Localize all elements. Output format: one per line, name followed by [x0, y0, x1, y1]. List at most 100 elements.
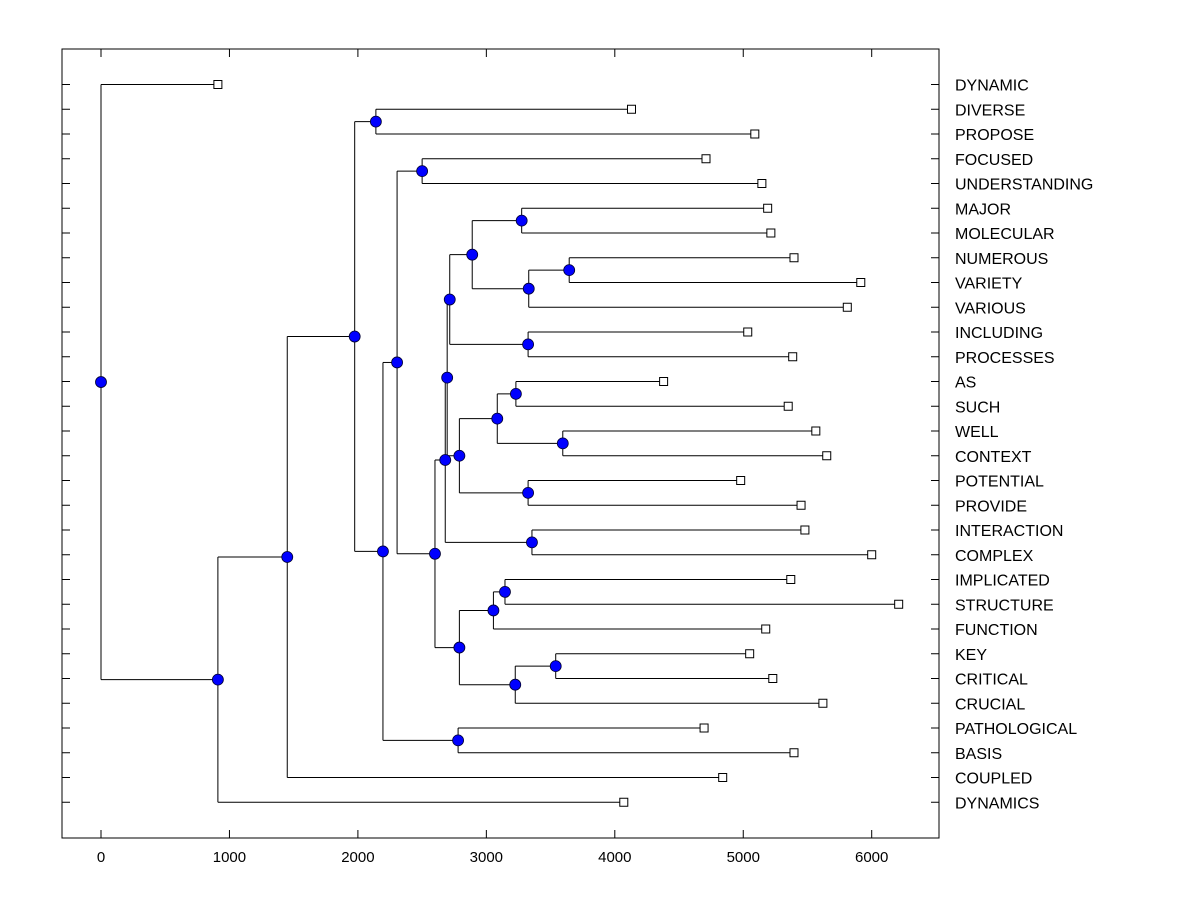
- leaf-label: COUPLED: [955, 771, 1032, 788]
- leaf-label: FUNCTION: [955, 622, 1038, 639]
- leaf-marker: [822, 451, 832, 461]
- merge-node: [526, 536, 538, 549]
- x-tick-label: 0: [97, 849, 105, 866]
- dendrogram-nodes: [95, 115, 576, 747]
- dendrogram-links: [100, 84, 899, 803]
- leaf-marker: [786, 575, 796, 584]
- merge-node: [416, 165, 429, 178]
- x-tick-label: 1000: [213, 849, 246, 866]
- leaf-label: AS: [955, 375, 976, 392]
- leaf-marker: [213, 80, 223, 89]
- leaf-label: VARIETY: [955, 276, 1023, 293]
- leaf-marker: [699, 723, 709, 733]
- merge-node: [391, 356, 403, 369]
- leaf-markers: [213, 80, 904, 807]
- leaf-marker: [745, 649, 755, 659]
- merge-node: [281, 551, 294, 563]
- merge-node: [443, 293, 456, 306]
- leaf-label: MOLECULAR: [955, 226, 1055, 243]
- leaf-label: DYNAMICS: [955, 795, 1039, 812]
- leaf-marker: [718, 773, 728, 782]
- x-tick-label: 5000: [727, 849, 760, 866]
- leaf-marker: [867, 550, 877, 560]
- leaf-label: WELL: [955, 424, 999, 441]
- leaf-marker: [659, 377, 669, 386]
- merge-node: [441, 371, 454, 384]
- merge-node: [453, 641, 466, 654]
- leaf-marker: [789, 748, 799, 758]
- merge-node: [549, 660, 562, 673]
- merge-node: [452, 734, 464, 747]
- leaf-marker: [789, 253, 799, 263]
- leaf-marker: [818, 698, 828, 708]
- merge-node: [348, 330, 361, 343]
- leaf-marker: [619, 797, 629, 807]
- leaf-marker: [894, 599, 904, 609]
- x-tick-label: 6000: [855, 849, 888, 866]
- leaf-label: VARIOUS: [955, 300, 1026, 317]
- merge-node: [491, 412, 504, 425]
- merge-node: [377, 545, 389, 558]
- leaf-label: IMPLICATED: [955, 573, 1050, 590]
- leaf-marker: [766, 228, 776, 238]
- leaf-label: PATHOLOGICAL: [955, 721, 1077, 738]
- leaf-marker: [796, 500, 806, 510]
- merge-node: [522, 486, 534, 499]
- merge-node: [453, 449, 466, 462]
- leaf-labels: DYNAMIC DIVERSE PROPOSE FOCUSED UNDERSTANDIN…: [955, 78, 1093, 813]
- leaf-label: MAJOR: [955, 201, 1011, 218]
- leaf-label: CRITICAL: [955, 672, 1028, 689]
- merge-node: [509, 387, 522, 400]
- x-tick-labels: 0 1000 2000 3000 4000 5000 6000: [97, 849, 889, 866]
- merge-node: [487, 604, 500, 617]
- leaf-label: COMPLEX: [955, 548, 1034, 565]
- leaf-marker: [701, 154, 711, 164]
- leaf-marker: [856, 278, 866, 287]
- merge-node: [522, 282, 535, 295]
- leaf-label: PROCESSES: [955, 350, 1055, 367]
- axis-ticks: [62, 49, 939, 838]
- merge-node: [95, 376, 107, 388]
- leaf-marker: [811, 426, 821, 436]
- merge-node: [563, 264, 576, 277]
- leaf-label: STRUCTURE: [955, 597, 1054, 614]
- leaf-label: DIVERSE: [955, 102, 1025, 119]
- merge-node: [369, 115, 382, 128]
- leaf-label: INCLUDING: [955, 325, 1043, 342]
- merge-node: [515, 214, 528, 227]
- leaf-marker: [736, 476, 746, 485]
- leaf-marker: [783, 401, 793, 411]
- leaf-label: INTERACTION: [955, 523, 1063, 540]
- leaf-label: BASIS: [955, 746, 1002, 763]
- leaf-marker: [800, 525, 810, 535]
- leaf-label: FOCUSED: [955, 152, 1033, 169]
- leaf-label: POTENTIAL: [955, 474, 1044, 491]
- x-tick-label: 2000: [341, 849, 374, 866]
- leaf-label: SUCH: [955, 399, 1000, 416]
- leaf-marker: [743, 327, 753, 337]
- leaf-marker: [626, 104, 636, 114]
- merge-node: [439, 454, 452, 466]
- merge-node: [509, 678, 522, 691]
- leaf-marker: [750, 129, 760, 139]
- leaf-marker: [842, 302, 852, 312]
- x-tick-label: 4000: [598, 849, 631, 866]
- merge-node: [466, 248, 479, 261]
- merge-node: [211, 673, 224, 686]
- leaf-marker: [763, 203, 773, 213]
- merge-node: [522, 338, 534, 351]
- leaf-marker: [757, 179, 767, 188]
- merge-node: [429, 547, 441, 560]
- leaf-marker: [761, 624, 771, 634]
- leaf-label: PROPOSE: [955, 127, 1034, 144]
- leaf-label: NUMEROUS: [955, 251, 1048, 268]
- leaf-label: KEY: [955, 647, 987, 664]
- leaf-label: DYNAMIC: [955, 78, 1029, 95]
- plot-frame: [61, 48, 940, 839]
- x-tick-label: 3000: [470, 849, 503, 866]
- merge-node: [499, 585, 511, 598]
- leaf-marker: [768, 674, 778, 683]
- leaf-marker: [788, 352, 798, 362]
- leaf-label: UNDERSTANDING: [955, 177, 1093, 194]
